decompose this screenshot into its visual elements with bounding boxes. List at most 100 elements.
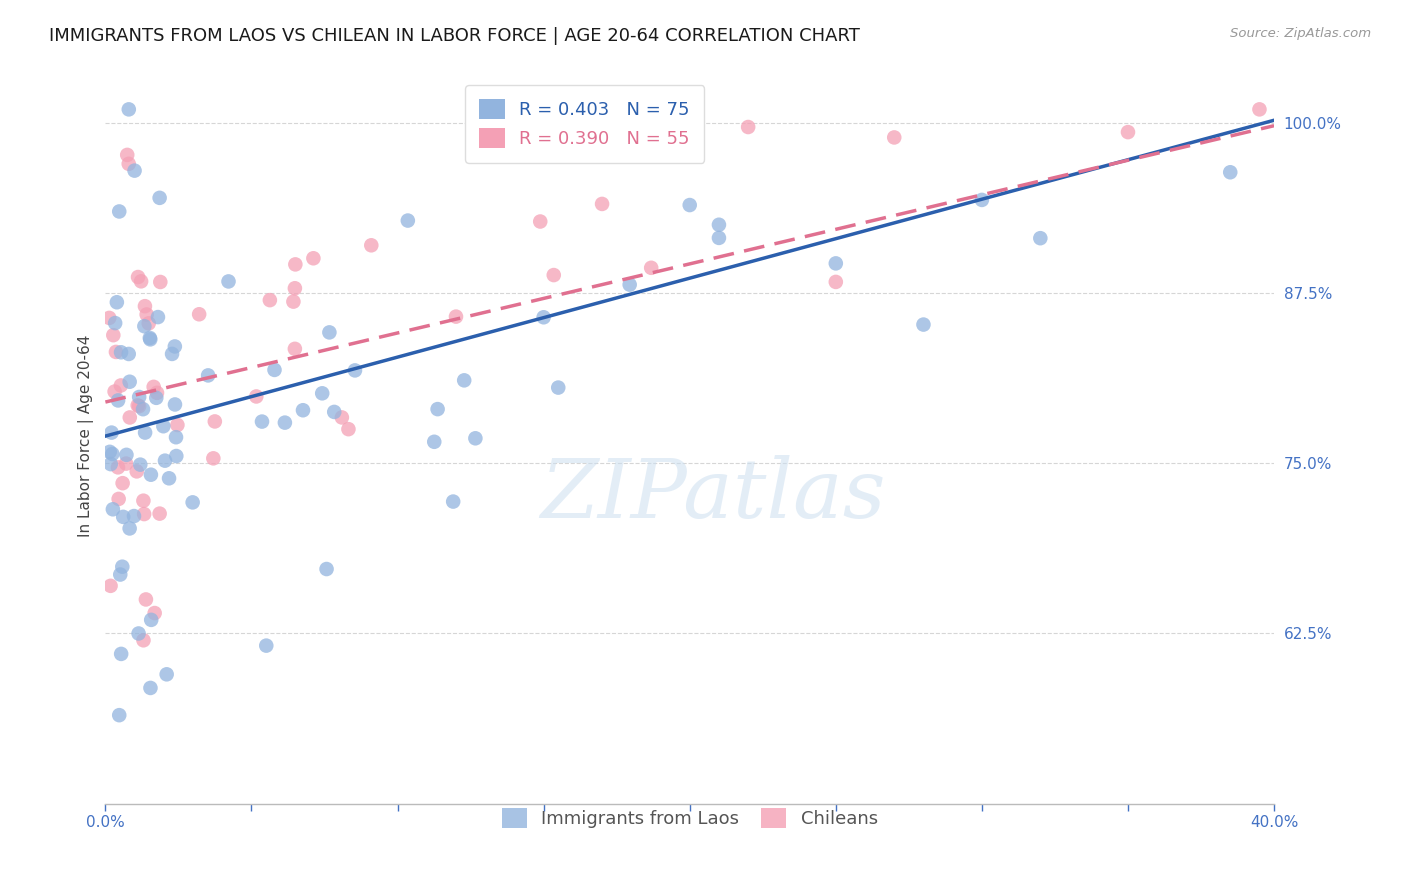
Point [1116, 125, 1139, 139]
Point [284, 342, 307, 356]
Point [101, 447, 124, 461]
Point [142, 380, 165, 394]
Text: Source: ZipAtlas.com: Source: ZipAtlas.com [1230, 27, 1371, 40]
Point [145, 391, 167, 405]
Point [134, 319, 156, 334]
Point [591, 197, 613, 211]
Point [132, 402, 155, 417]
Point [111, 559, 134, 574]
Point [315, 562, 337, 576]
Point [110, 567, 132, 582]
Point [107, 491, 129, 506]
Point [707, 218, 730, 232]
Point [129, 458, 152, 472]
Point [707, 231, 730, 245]
Point [547, 381, 569, 395]
Point [134, 425, 156, 440]
Point [108, 708, 131, 723]
Point [166, 417, 188, 432]
Point [218, 275, 240, 289]
Point [124, 163, 146, 178]
Point [533, 310, 555, 325]
Point [529, 214, 551, 228]
Point [619, 277, 641, 292]
Point [98, 445, 121, 459]
Point [129, 274, 152, 288]
Point [115, 457, 138, 471]
Point [970, 193, 993, 207]
Point [291, 403, 314, 417]
Point [311, 386, 333, 401]
Point [1249, 103, 1271, 117]
Point [104, 345, 127, 359]
Point [595, 120, 617, 134]
Point [118, 375, 141, 389]
Point [152, 419, 174, 434]
Point [426, 402, 449, 417]
Point [441, 494, 464, 508]
Point [108, 204, 131, 219]
Point [453, 373, 475, 387]
Point [146, 385, 169, 400]
Point [107, 460, 129, 475]
Point [146, 310, 169, 324]
Point [245, 389, 267, 403]
Point [115, 148, 138, 162]
Point [101, 502, 124, 516]
Point [139, 467, 162, 482]
Point [464, 431, 486, 445]
Point [163, 339, 186, 353]
Point [128, 399, 150, 413]
Point [188, 307, 211, 321]
Point [115, 448, 138, 462]
Point [118, 347, 141, 361]
Point [343, 363, 366, 377]
Point [104, 316, 127, 330]
Point [165, 449, 187, 463]
Point [128, 626, 150, 640]
Point [912, 318, 935, 332]
Y-axis label: In Labor Force | Age 20-64: In Labor Force | Age 20-64 [79, 334, 94, 537]
Point [181, 495, 204, 509]
Point [323, 405, 346, 419]
Point [110, 378, 132, 392]
Point [259, 293, 281, 307]
Point [132, 493, 155, 508]
Point [157, 471, 180, 485]
Point [640, 260, 662, 275]
Point [139, 332, 162, 346]
Text: IMMIGRANTS FROM LAOS VS CHILEAN IN LABOR FORCE | AGE 20-64 CORRELATION CHART: IMMIGRANTS FROM LAOS VS CHILEAN IN LABOR… [49, 27, 860, 45]
Point [132, 633, 155, 648]
Point [284, 281, 307, 295]
Point [138, 316, 160, 330]
Point [679, 198, 702, 212]
Point [118, 157, 141, 171]
Point [444, 310, 467, 324]
Point [111, 476, 134, 491]
Point [330, 410, 353, 425]
Point [423, 434, 446, 449]
Point [1029, 231, 1052, 245]
Point [139, 331, 162, 345]
Point [103, 328, 125, 343]
Point [263, 363, 285, 377]
Point [127, 270, 149, 285]
Point [283, 294, 305, 309]
Point [396, 213, 419, 227]
Point [125, 464, 148, 478]
Point [139, 681, 162, 695]
Point [128, 390, 150, 404]
Point [105, 295, 128, 310]
Point [98, 310, 121, 325]
Point [107, 393, 129, 408]
Point [824, 275, 846, 289]
Point [824, 256, 846, 270]
Point [337, 422, 360, 436]
Point [110, 647, 132, 661]
Point [118, 410, 141, 425]
Point [141, 613, 163, 627]
Point [883, 130, 905, 145]
Text: ZIPatlas: ZIPatlas [540, 455, 886, 535]
Point [250, 415, 273, 429]
Legend: Immigrants from Laos, Chileans: Immigrants from Laos, Chileans [495, 801, 884, 835]
